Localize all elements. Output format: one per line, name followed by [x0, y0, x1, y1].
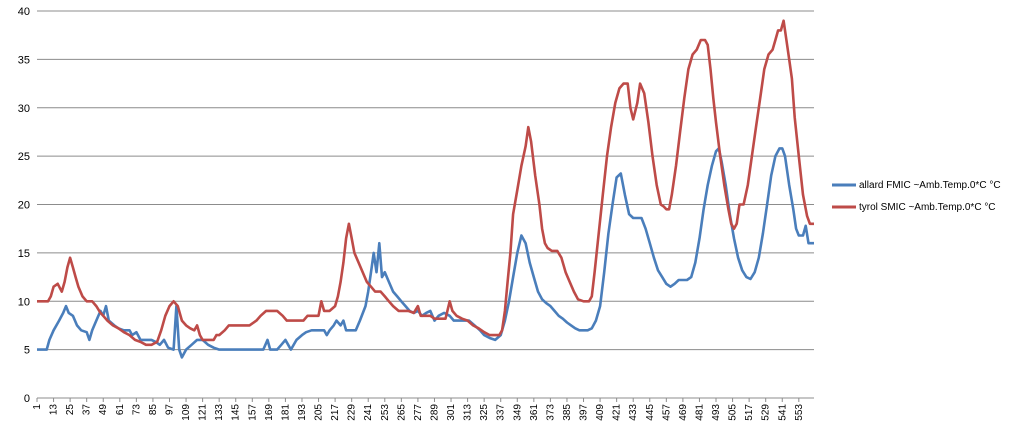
x-tick-label: 265: [396, 404, 407, 421]
series-line-tyrol-smic: [37, 19, 814, 347]
x-tick-label: 505: [728, 404, 739, 421]
x-tick-label: 85: [148, 404, 159, 416]
x-tick-label: 409: [595, 404, 606, 421]
x-tick-label: 541: [777, 404, 788, 421]
y-tick-label: 20: [18, 200, 30, 212]
x-tick-label: 229: [347, 404, 358, 421]
x-tick-label: 481: [694, 404, 705, 421]
x-tick-label: 181: [280, 404, 291, 421]
y-tick-label: 5: [24, 345, 30, 357]
x-tick-label: 445: [645, 404, 656, 421]
x-tick-label: 241: [363, 404, 374, 421]
x-tick-label: 169: [264, 404, 275, 421]
x-tick-label: 529: [761, 404, 772, 421]
x-tick-label: 457: [661, 404, 672, 421]
x-tick-label: 253: [380, 404, 391, 421]
x-tick-label: 217: [330, 404, 341, 421]
legend-label-tyrol-smic: tyrol SMIC ~Amb.Temp.0*C °C: [859, 202, 996, 213]
legend-label-allard-fmic: allard FMIC ~Amb.Temp.0*C °C: [859, 180, 1001, 191]
x-tick-label: 1: [32, 404, 43, 410]
x-tick-label: 121: [198, 404, 209, 421]
x-tick-label: 289: [429, 404, 440, 421]
y-tick-label: 35: [18, 54, 30, 66]
x-tick-label: 313: [463, 404, 474, 421]
y-tick-label: 10: [18, 296, 30, 308]
x-tick-label: 133: [214, 404, 225, 421]
x-tick-label: 349: [512, 404, 523, 421]
x-axis-ticks: 1 13 25 37 49 61 73 85 97 109 121 133 145 157 169 181 19…: [32, 398, 805, 421]
x-tick-label: 325: [479, 404, 490, 421]
x-tick-label: 277: [413, 404, 424, 421]
x-tick-label: 421: [612, 404, 623, 421]
x-tick-label: 145: [231, 404, 242, 421]
legend-entry-allard-fmic: allard FMIC ~Amb.Temp.0*C °C: [832, 180, 1001, 191]
x-tick-label: 61: [115, 404, 126, 416]
x-tick-label: 97: [164, 404, 175, 416]
y-tick-label: 30: [18, 103, 30, 115]
x-tick-label: 205: [314, 404, 325, 421]
y-tick-label: 0: [24, 393, 30, 405]
x-tick-label: 553: [794, 404, 805, 421]
x-tick-label: 517: [744, 404, 755, 421]
x-tick-label: 373: [545, 404, 556, 421]
y-axis-ticks: 0 5 10 15 20 25 30 35 40: [18, 6, 30, 405]
x-tick-label: 49: [98, 404, 109, 416]
x-tick-label: 361: [529, 404, 540, 421]
y-tick-label: 40: [18, 6, 30, 18]
legend: allard FMIC ~Amb.Temp.0*C °C tyrol SMIC …: [832, 180, 1001, 213]
x-tick-label: 493: [711, 404, 722, 421]
legend-entry-tyrol-smic: tyrol SMIC ~Amb.Temp.0*C °C: [832, 202, 996, 213]
x-tick-label: 109: [181, 404, 192, 421]
x-tick-label: 25: [65, 404, 76, 416]
x-tick-label: 193: [297, 404, 308, 421]
x-tick-label: 469: [678, 404, 689, 421]
x-tick-label: 337: [496, 404, 507, 421]
y-tick-label: 15: [18, 248, 30, 260]
x-tick-label: 13: [49, 404, 60, 416]
x-tick-label: 397: [579, 404, 590, 421]
x-tick-label: 301: [446, 404, 457, 421]
x-tick-label: 385: [562, 404, 573, 421]
chart-gridlines: [37, 10, 814, 351]
x-tick-label: 73: [131, 404, 142, 416]
x-tick-label: 37: [82, 404, 93, 416]
series-lines: [37, 19, 814, 359]
x-tick-label: 433: [628, 404, 639, 421]
series-line-allard-fmic: [37, 147, 814, 359]
y-tick-label: 25: [18, 151, 30, 163]
x-tick-label: 157: [247, 404, 258, 421]
